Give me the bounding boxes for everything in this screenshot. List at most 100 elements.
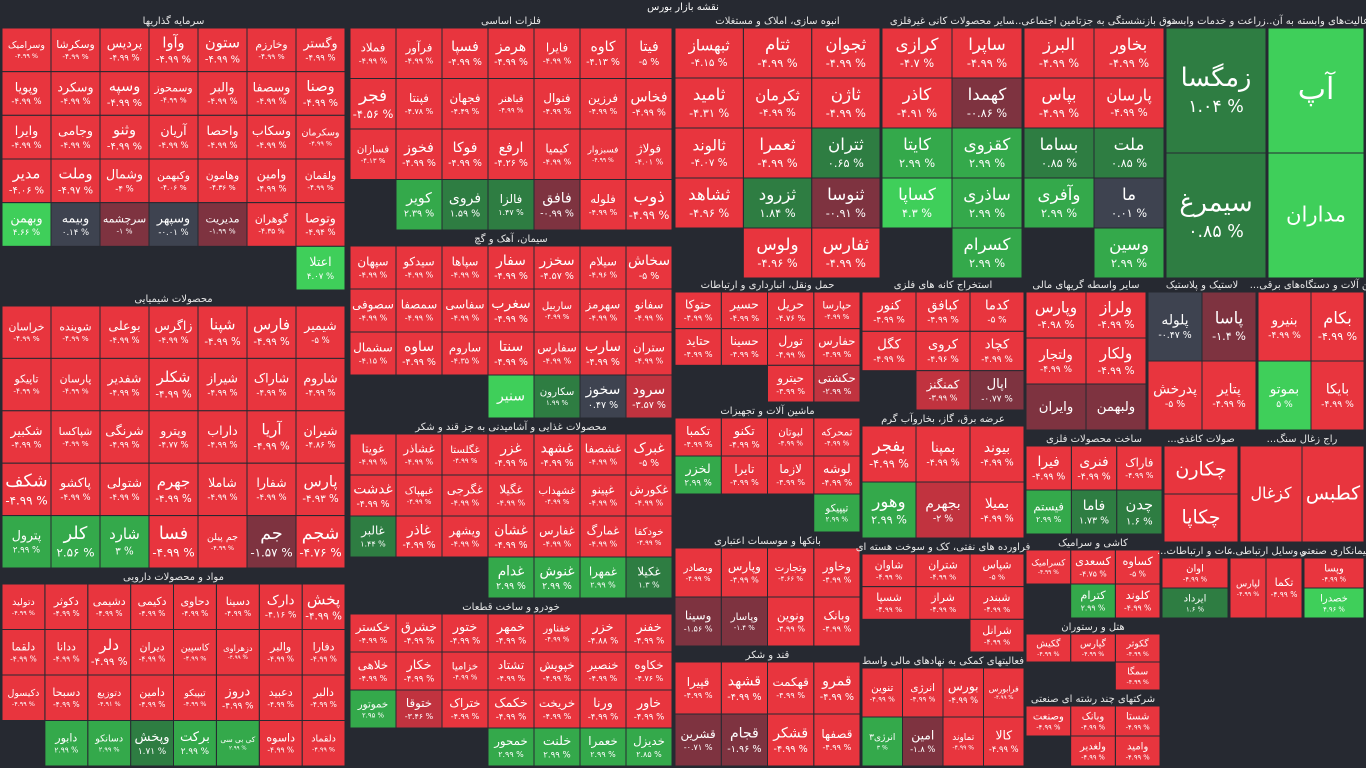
- tile: [969, 481, 1025, 539]
- tile-change: -۴.۹۹ %: [824, 313, 849, 321]
- tile-name: ولوس: [756, 234, 798, 254]
- tile-change: -۴.۹۹ %: [183, 700, 206, 708]
- tile: [395, 331, 443, 376]
- tile-name: کسعدی: [1075, 555, 1111, 568]
- tile-change: -۴.۹۹ %: [305, 54, 335, 64]
- tile-change: -۴.۹۹ %: [543, 157, 572, 166]
- tile-change: -۴.۹۹ %: [204, 337, 241, 348]
- tile-change: -۴.۹۹ %: [494, 540, 527, 551]
- tile: [742, 27, 813, 79]
- tile-name: کی بی سی: [220, 735, 255, 744]
- tile: [915, 481, 971, 539]
- tile: [1025, 445, 1072, 491]
- tile-change: ۲.۹۹ %: [496, 581, 526, 592]
- tile-change: -۱ %: [116, 227, 132, 236]
- tile-change: -۴.۹۹ %: [258, 52, 284, 61]
- tile-name: پلوله: [1161, 312, 1188, 328]
- tile: [1, 71, 52, 116]
- tile-change: -۴.۹۹ %: [359, 674, 388, 683]
- tile: [87, 629, 132, 676]
- tile-name: آپ: [1298, 71, 1336, 107]
- tile-name: وبیمه: [62, 210, 89, 226]
- tile-name: وسین: [1109, 234, 1149, 254]
- tile-name: ثالوند: [693, 137, 726, 155]
- tile-name: وامید: [1127, 742, 1148, 753]
- tile-name: شجم: [302, 524, 340, 544]
- tile-name: ستران: [633, 341, 665, 356]
- tile-name: ختوقا: [406, 696, 432, 711]
- tile-change: ۰.۶۵ %: [828, 157, 864, 170]
- tile: [579, 78, 627, 130]
- sector-title: سیمان، آهک و گچ: [474, 232, 547, 245]
- tile-change: -۳.۴۶ %: [405, 712, 434, 721]
- tile: [197, 305, 248, 359]
- tile-change: ۲.۹۹ %: [542, 581, 572, 592]
- tile-name: وسپهر: [156, 210, 190, 226]
- tile-name: پتایر: [1216, 381, 1241, 397]
- tile-name: دابور: [54, 731, 77, 744]
- tile-change: -۴.۹۹ %: [224, 609, 251, 618]
- tile-name: وسمحوز: [153, 82, 192, 95]
- tile-name: وخارزم: [255, 38, 287, 51]
- tile-change: ۲.۹۵ %: [362, 712, 384, 720]
- tile-name: فاما: [1083, 498, 1105, 514]
- sector-title: خودرو و ساخت قطعات: [462, 602, 560, 613]
- tile-name: وپسا: [1324, 564, 1344, 575]
- tile-change: -۴.۹۹ %: [407, 498, 432, 506]
- tile-change: -۴.۹۹ %: [359, 314, 388, 323]
- tile-name: بمیلا: [985, 496, 1009, 512]
- tile-name: دلقما: [12, 640, 36, 653]
- tile-name: وامین: [257, 167, 287, 183]
- tile-change: -۴.۵۷ %: [540, 271, 574, 282]
- tile-change: ۲.۹۹ %: [969, 257, 1005, 270]
- tile-name: غگلستا: [450, 443, 480, 456]
- tile: [1025, 337, 1087, 385]
- tile: [441, 433, 489, 476]
- tile-change: -۴.۹۴ %: [305, 228, 335, 238]
- tile-change: -۴.۹۹ %: [927, 316, 959, 326]
- tile-name: سمصفا: [401, 298, 438, 312]
- tile-change: -۰.۷۷ %: [981, 394, 1013, 404]
- tile-change: -۴.۹۹ %: [635, 357, 664, 366]
- tile-name: وبانک: [1082, 712, 1105, 723]
- tile-name: بورس: [948, 679, 979, 694]
- tile-name: لوشه: [823, 461, 851, 477]
- tile-change: -۴.۹۷ %: [58, 185, 93, 196]
- tile: [246, 114, 297, 160]
- tile: [487, 27, 535, 79]
- tile-name: وثنو: [112, 122, 136, 139]
- tile-name: کچاد: [985, 338, 1010, 353]
- tile-change: -۵ %: [639, 458, 659, 469]
- tile: [441, 474, 489, 517]
- tile-change: -۴.۹۹ %: [451, 712, 480, 721]
- tile-change: -۴.۷۶ %: [299, 546, 341, 560]
- tile-name: دکیسول: [7, 688, 39, 699]
- tile-change: -۴.۹۹ %: [207, 97, 237, 107]
- tile: [1, 305, 52, 359]
- tile-change: -۴.۹۹ %: [448, 57, 482, 68]
- tile-name: تماوند: [952, 733, 975, 743]
- tile-name: هرمز: [495, 39, 526, 55]
- tile-change: -۴.۹۹ %: [451, 271, 480, 280]
- tile-name: وتجارت: [775, 563, 807, 574]
- tile: [915, 586, 971, 620]
- tile: [674, 547, 722, 598]
- tile-change: -۴.۹۹ %: [826, 257, 866, 270]
- tile: [1023, 27, 1095, 79]
- tile-change: -۴.۹۹ %: [545, 313, 570, 321]
- tile-change: -۴.۹۹ %: [930, 605, 956, 614]
- tile-change: -۴.۹۹ %: [586, 357, 620, 368]
- tile: [99, 515, 150, 569]
- tile-change: ۲.۹۹ %: [899, 157, 935, 170]
- tile-change: -۲ %: [933, 514, 953, 525]
- tile-change: ۲.۹۹ %: [1041, 207, 1077, 220]
- tile-change: -۴.۹۹ %: [545, 636, 570, 644]
- tile-change: -۴.۹۹ %: [684, 349, 713, 359]
- tile-name: دروز: [224, 684, 250, 699]
- tile: [44, 583, 89, 630]
- tile-change: -۴.۹۹ %: [820, 692, 854, 703]
